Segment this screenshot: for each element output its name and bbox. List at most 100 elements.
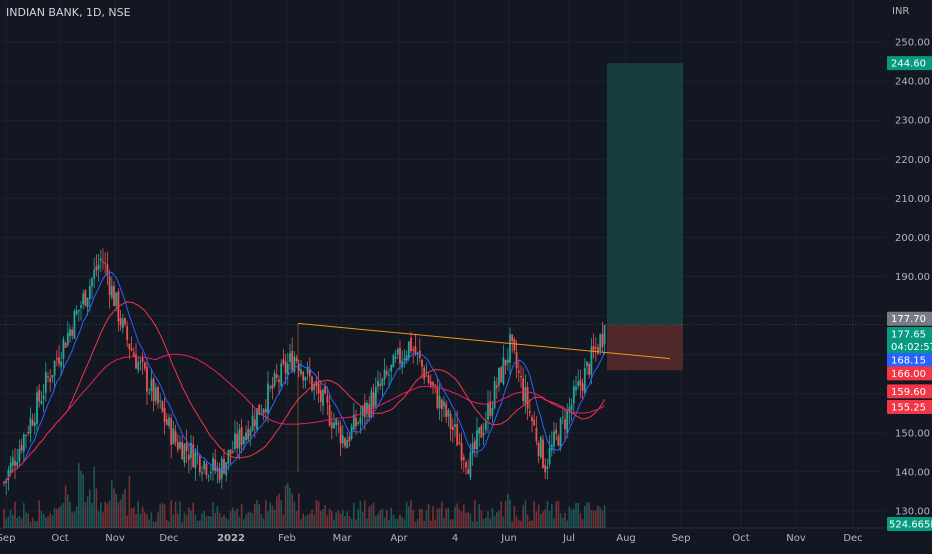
volume-bar	[397, 518, 399, 528]
candle-body	[462, 457, 465, 461]
volume-bar	[141, 506, 144, 528]
candle-body	[18, 448, 21, 462]
candle-body	[14, 460, 16, 466]
volume-bar	[56, 508, 58, 528]
volume-bar	[47, 516, 49, 528]
candle-body	[509, 334, 511, 363]
candle-body	[326, 395, 329, 403]
volume-bar	[392, 514, 395, 528]
candle-body	[88, 286, 91, 299]
candle-body	[537, 442, 540, 456]
volume-bar	[573, 508, 575, 528]
candle-body	[572, 386, 575, 404]
ma-mid-line	[3, 301, 606, 484]
candle-body	[95, 266, 98, 271]
volume-bar	[166, 520, 168, 528]
volume-bar	[570, 509, 573, 528]
candle-body	[487, 402, 489, 421]
volume-bar	[601, 510, 604, 528]
candle-body	[20, 444, 23, 451]
volume-bar	[533, 500, 535, 528]
candle-body	[297, 363, 300, 371]
volume-bar	[100, 502, 102, 528]
volume-bar	[260, 513, 263, 528]
volume-bar	[441, 501, 443, 528]
drawings[interactable]	[297, 322, 671, 472]
volume-bar	[562, 517, 564, 528]
candle-body	[108, 276, 111, 296]
volume-bar	[577, 502, 579, 528]
candle-body	[216, 468, 219, 472]
volume-bar	[97, 511, 100, 528]
volume-bar	[355, 519, 357, 528]
position-zones[interactable]	[0, 63, 885, 371]
time-tick-label: Nov	[105, 533, 125, 544]
volume-bar	[423, 521, 425, 528]
candle-body	[478, 427, 481, 434]
candle-body	[150, 379, 153, 392]
volume-bar	[71, 512, 73, 528]
volume-bar	[432, 506, 434, 528]
ma-fast-badge: 168.15	[891, 356, 926, 367]
candle-body	[579, 380, 582, 386]
candle-body	[531, 416, 533, 422]
candle-body	[564, 419, 566, 430]
time-tick-label: 2022	[217, 533, 245, 544]
volume-bar	[188, 507, 190, 528]
volume-bar	[78, 463, 80, 528]
volume-bar	[359, 500, 362, 528]
candle-body	[284, 361, 287, 374]
candle-body	[141, 357, 144, 362]
candle-body	[124, 318, 126, 325]
candle-body	[9, 462, 12, 474]
candle-body	[506, 359, 509, 363]
volume-bar	[216, 506, 219, 528]
candle-body	[152, 378, 155, 402]
volume-bar	[531, 520, 533, 528]
volume-bar	[190, 510, 192, 528]
candle-body	[328, 404, 331, 426]
candle-body	[251, 415, 254, 431]
candle-body	[443, 401, 445, 407]
last-price-badge-bg	[887, 326, 932, 354]
price-tick-label: 200.00	[895, 233, 930, 244]
candle-body	[471, 443, 474, 454]
volume-bar	[419, 508, 421, 528]
candle-body	[236, 434, 239, 449]
price-axis[interactable]: 250.00 240.00 230.00 220.00 210.00 200.00 190.…	[895, 38, 930, 518]
candle-body	[366, 402, 368, 414]
candle-body	[137, 361, 140, 371]
price-tick-label: 130.00	[895, 507, 930, 518]
volume-bar	[500, 501, 502, 528]
candle-body	[533, 419, 536, 426]
volume-bar	[174, 501, 177, 528]
price-tick-label: 240.00	[895, 77, 930, 88]
volume-bar	[157, 512, 159, 528]
candle-body	[447, 410, 450, 417]
volume-bar	[163, 504, 166, 528]
volume-bar	[555, 501, 557, 528]
volume-bar	[335, 512, 337, 528]
candle-body	[405, 355, 408, 361]
candle-body	[273, 372, 276, 386]
candle-body	[390, 364, 393, 372]
time-tick-label: Oct	[732, 533, 749, 544]
volume-bar	[324, 505, 326, 528]
time-tick-label: Sep	[672, 533, 691, 544]
profit-zone	[607, 63, 683, 325]
candle-body	[513, 339, 516, 351]
symbol-title[interactable]: INDIAN BANK, 1D, NSE	[6, 6, 131, 19]
volume-bar	[489, 518, 491, 528]
volume-bar	[590, 509, 593, 528]
volume-bar	[394, 518, 397, 528]
candle-body	[58, 357, 60, 364]
candle-body	[168, 417, 170, 426]
volume-bar	[51, 515, 54, 528]
candle-body	[291, 350, 294, 372]
candle-body	[86, 297, 89, 308]
time-axis[interactable]: Sep Oct Nov Dec 2022 Feb Mar Apr 4 Jun Jul Aug Sep Oc…	[0, 533, 863, 544]
candle-body	[161, 401, 164, 412]
volume-bar	[291, 493, 293, 528]
